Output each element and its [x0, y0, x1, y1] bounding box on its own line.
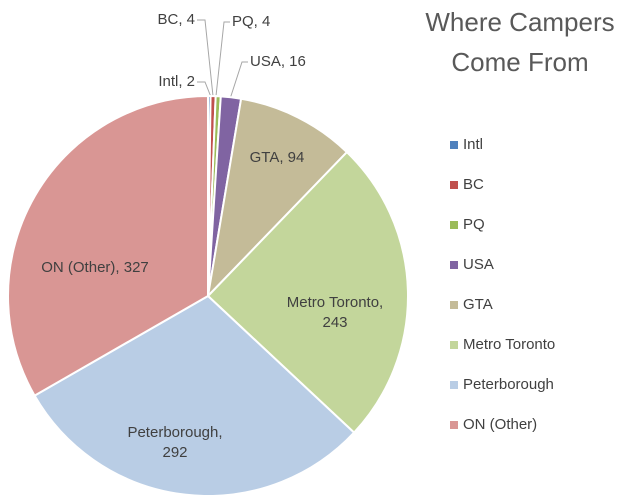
data-label: PQ, 4	[232, 13, 271, 30]
data-label: Metro Toronto, 243	[286, 294, 384, 331]
legend-label: Metro Toronto	[463, 336, 555, 353]
legend-label: GTA	[463, 296, 493, 313]
legend-label: Peterborough	[463, 376, 554, 393]
legend-swatch	[450, 421, 458, 429]
legend-label: Intl	[463, 136, 483, 153]
legend-label: USA	[463, 256, 494, 273]
legend-label: PQ	[463, 216, 485, 233]
pie-slice	[7, 94, 209, 397]
leader-line	[229, 61, 248, 100]
legend-label: ON (Other)	[463, 416, 537, 433]
legend-label: BC	[463, 176, 484, 193]
leader-line	[197, 19, 214, 97]
legend-swatch	[450, 181, 458, 189]
legend-swatch	[450, 261, 458, 269]
data-label: Peterborough, 292	[127, 424, 223, 461]
pie-slice	[206, 97, 349, 300]
pie-slice	[206, 150, 409, 435]
legend-swatch	[450, 141, 458, 149]
legend-swatch	[450, 381, 458, 389]
data-label: ON (Other), 327	[41, 259, 149, 276]
leader-line	[197, 81, 212, 98]
leader-line	[215, 21, 230, 97]
data-label: BC, 4	[157, 11, 195, 28]
chart-title: Where Campers Come From	[425, 7, 615, 77]
legend-swatch	[450, 301, 458, 309]
data-label: Intl, 2	[158, 73, 195, 90]
data-label: USA, 16	[250, 53, 306, 70]
data-label: GTA, 94	[249, 149, 305, 166]
legend-swatch	[450, 341, 458, 349]
legend-swatch	[450, 221, 458, 229]
